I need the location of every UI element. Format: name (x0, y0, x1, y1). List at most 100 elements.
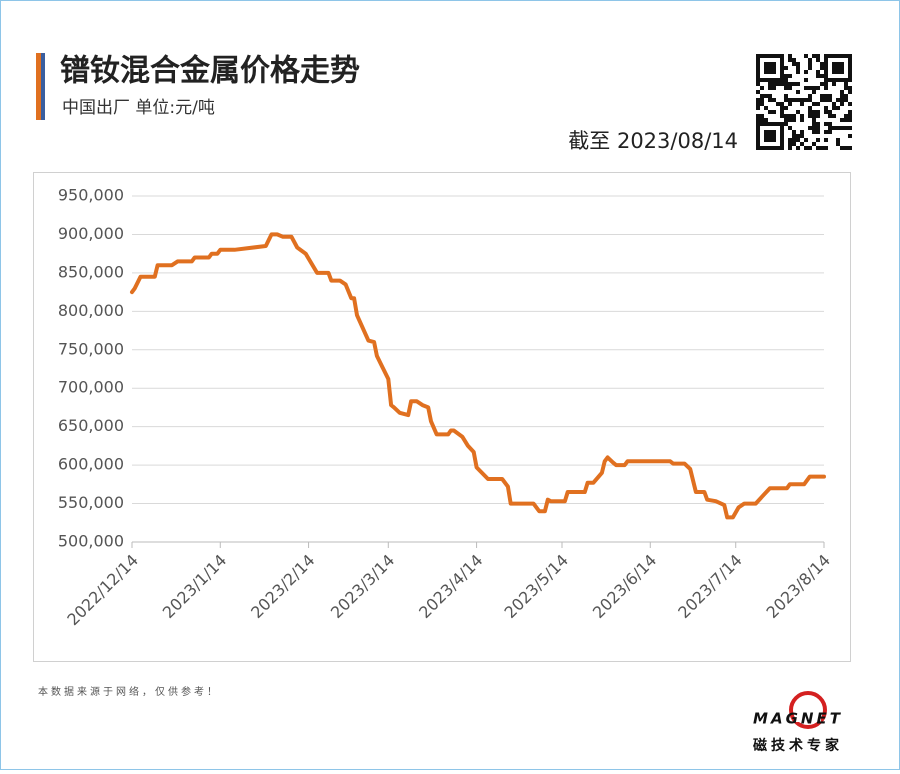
qr-cell (824, 54, 828, 58)
qr-cell (756, 130, 760, 134)
qr-cell (844, 94, 848, 98)
qr-cell (788, 102, 792, 106)
qr-cell (764, 122, 768, 126)
qr-cell (816, 70, 820, 74)
qr-cell (772, 122, 776, 126)
qr-cell (812, 122, 816, 126)
qr-cell (832, 106, 836, 110)
qr-cell (820, 62, 824, 66)
qr-cell (828, 114, 832, 118)
qr-cell (824, 146, 828, 150)
y-tick-label: 550,000 (58, 493, 124, 512)
chart-subtitle: 中国出厂 单位:元/吨 (62, 98, 215, 118)
qr-cell (840, 62, 844, 66)
qr-cell (780, 142, 784, 146)
qr-cell (764, 130, 768, 134)
qr-cell (844, 126, 848, 130)
qr-cell (780, 110, 784, 114)
qr-cell (784, 122, 788, 126)
qr-cell (816, 86, 820, 90)
qr-cell (808, 98, 812, 102)
qr-cell (772, 82, 776, 86)
qr-cell (832, 70, 836, 74)
qr-cell (796, 70, 800, 74)
qr-cell (820, 82, 824, 86)
qr-cell (804, 98, 808, 102)
qr-cell (812, 110, 816, 114)
qr-cell (756, 146, 760, 150)
qr-cell (780, 102, 784, 106)
qr-cell (816, 58, 820, 62)
qr-cell (800, 130, 804, 134)
qr-cell (812, 130, 816, 134)
price-line (130, 232, 826, 520)
qr-cell (760, 102, 764, 106)
qr-cell (824, 70, 828, 74)
qr-cell (800, 142, 804, 146)
qr-cell (780, 106, 784, 110)
qr-cell (832, 126, 836, 130)
qr-cell (764, 70, 768, 74)
qr-cell (816, 130, 820, 134)
qr-cell (848, 86, 852, 90)
chart-title: 镨钕混合金属价格走势 (60, 54, 360, 89)
qr-cell (804, 138, 808, 142)
qr-cell (828, 78, 832, 82)
y-tick-label: 800,000 (58, 301, 124, 320)
qr-cell (844, 82, 848, 86)
qr-cell (756, 122, 760, 126)
qr-cell (824, 106, 828, 110)
qr-cell (776, 102, 780, 106)
qr-cell (800, 118, 804, 122)
qr-cell (808, 106, 812, 110)
qr-cell (772, 110, 776, 114)
qr-cell (764, 138, 768, 142)
qr-cell (812, 118, 816, 122)
qr-cell (824, 122, 828, 126)
qr-cell (824, 74, 828, 78)
qr-cell (768, 62, 772, 66)
qr-cell (780, 78, 784, 82)
accent-bar (36, 53, 41, 120)
qr-cell (844, 86, 848, 90)
qr-cell (832, 82, 836, 86)
qr-cell (844, 114, 848, 118)
qr-cell (828, 94, 832, 98)
qr-cell (844, 146, 848, 150)
qr-cell (796, 134, 800, 138)
qr-cell (772, 66, 776, 70)
qr-cell (784, 66, 788, 70)
qr-cell (832, 78, 836, 82)
qr-cell (756, 62, 760, 66)
qr-cell (756, 90, 760, 94)
qr-cell (804, 70, 808, 74)
qr-cell (764, 134, 768, 138)
logo-tagline: 磁技术专家 (753, 737, 843, 754)
qr-cell (776, 78, 780, 82)
qr-cell (828, 122, 832, 126)
qr-cell (760, 146, 764, 150)
qr-cell (768, 138, 772, 142)
qr-cell (756, 126, 760, 130)
qr-cell (800, 134, 804, 138)
qr-cell (840, 102, 844, 106)
qr-cell (812, 86, 816, 90)
qr-cell (808, 146, 812, 150)
qr-cell (756, 142, 760, 146)
qr-cell (788, 58, 792, 62)
qr-cell (812, 142, 816, 146)
qr-cell (780, 74, 784, 78)
qr-cell (788, 146, 792, 150)
qr-cell (756, 70, 760, 74)
qr-cell (832, 102, 836, 106)
qr-cell (792, 118, 796, 122)
qr-cell (796, 110, 800, 114)
qr-cell (784, 82, 788, 86)
qr-cell (820, 66, 824, 70)
qr-cell (768, 110, 772, 114)
qr-cell (816, 122, 820, 126)
qr-cell (848, 70, 852, 74)
qr-cell (788, 138, 792, 142)
qr-cell (776, 146, 780, 150)
qr-cell (792, 62, 796, 66)
